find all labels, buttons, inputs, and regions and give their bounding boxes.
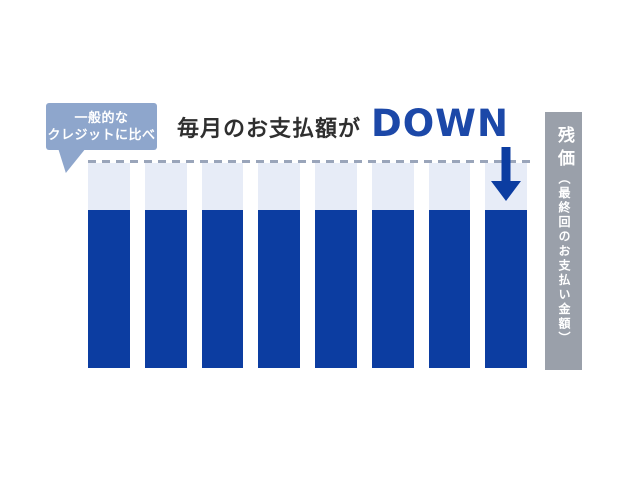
bar-dark-segment xyxy=(144,210,187,368)
bar-column xyxy=(371,163,414,368)
bar-column xyxy=(485,163,527,368)
bar-column xyxy=(88,163,130,368)
bar-light-segment xyxy=(144,163,187,211)
bar-column xyxy=(201,163,244,368)
bar-light-segment xyxy=(371,163,414,211)
title-japanese-text: 毎月のお支払額が xyxy=(177,117,362,142)
arrow-down-icon xyxy=(491,147,521,201)
residual-main-label: 残価 xyxy=(554,126,574,172)
residual-value-banner: 残価（最終回のお支払い金額） xyxy=(545,112,582,370)
bar-dark-segment xyxy=(315,210,357,368)
bar-column xyxy=(428,163,471,368)
bar-dark-segment xyxy=(485,210,527,368)
bar-dark-segment xyxy=(201,210,244,368)
callout-line-1: 一般的な xyxy=(74,110,129,126)
bar-column xyxy=(144,163,187,368)
bar-column xyxy=(258,163,300,368)
callout-line-2: クレジットに比べ xyxy=(47,127,156,143)
speech-bubble-tail xyxy=(58,148,86,173)
bar-dark-segment xyxy=(88,210,130,368)
title-down-text: DOWN xyxy=(371,102,509,145)
page-title: 毎月のお支払額が DOWN xyxy=(177,102,509,145)
residual-sub-label: （最終回のお支払い金額） xyxy=(557,172,571,346)
bar-light-segment xyxy=(428,163,471,211)
bar-light-segment xyxy=(258,163,300,211)
bar-dark-segment xyxy=(371,210,414,368)
bar-dark-segment xyxy=(428,210,471,368)
comparison-callout-bubble: 一般的な クレジットに比べ xyxy=(46,103,157,150)
bar-dark-segment xyxy=(258,210,300,368)
bar-light-segment xyxy=(315,163,357,211)
bar-light-segment xyxy=(201,163,244,211)
bar-column xyxy=(315,163,357,368)
bar-light-segment xyxy=(88,163,130,211)
reference-dashed-line xyxy=(88,160,530,163)
residual-banner-text: 残価（最終回のお支払い金額） xyxy=(554,112,574,370)
bar-chart xyxy=(88,163,527,368)
